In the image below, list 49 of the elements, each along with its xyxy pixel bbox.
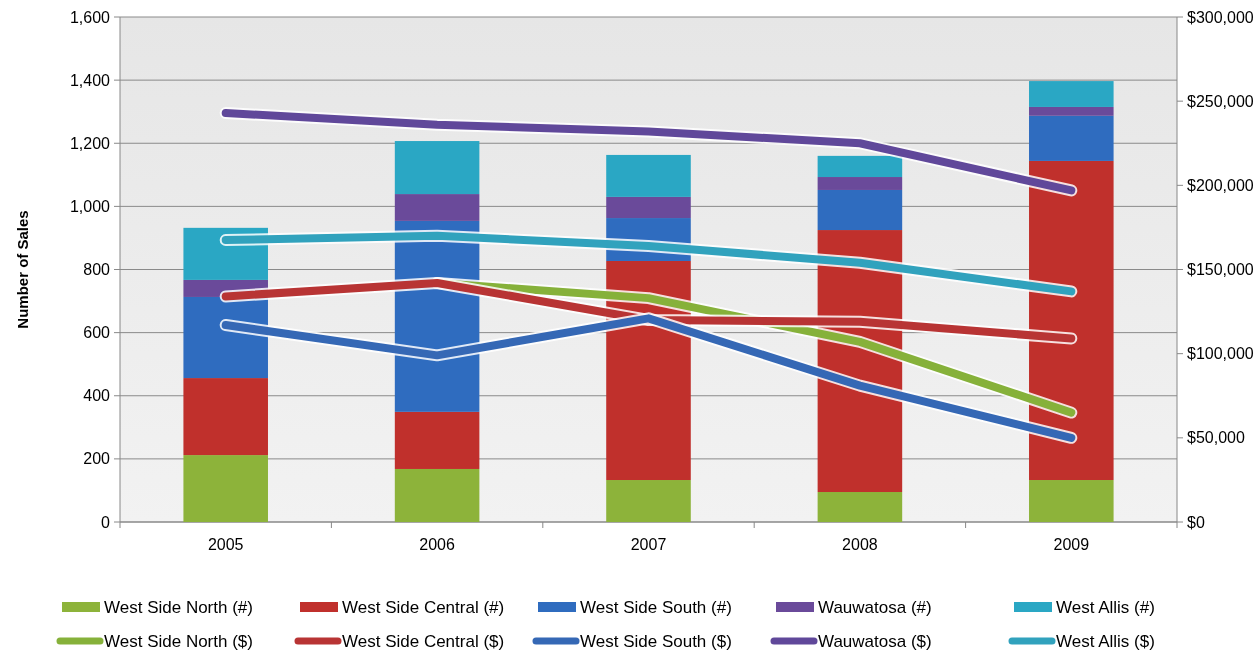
x-tick-label: 2009 — [1053, 536, 1090, 553]
bar — [817, 177, 903, 190]
y-tick-label: 600 — [83, 324, 111, 342]
x-tick-label: 2008 — [842, 536, 878, 553]
bar — [1029, 480, 1114, 522]
bar — [1029, 106, 1114, 116]
y2-tick-label: $100,000 — [1187, 345, 1254, 363]
y-axis-title: Number of Sales — [14, 210, 31, 329]
y-tick-label: 200 — [83, 450, 111, 468]
bar — [394, 411, 480, 469]
legend-label: Wauwatosa ($) — [818, 631, 932, 651]
y-tick-label: 1,400 — [69, 71, 111, 89]
bar — [394, 468, 480, 522]
bar — [394, 141, 480, 195]
y2-tick-label: $300,000 — [1187, 8, 1254, 26]
y-tick-label: 1,200 — [69, 134, 111, 152]
y2-tick-label: $0 — [1187, 513, 1205, 531]
y2-tick-label: $150,000 — [1187, 261, 1254, 279]
y-tick-label: 0 — [101, 513, 111, 531]
legend-label: West Side South (#) — [580, 597, 732, 617]
bar — [1029, 115, 1114, 161]
legend-label: West Side Central ($) — [342, 631, 505, 651]
bar — [817, 492, 903, 522]
legend-label: West Allis (#) — [1056, 597, 1155, 617]
legend-label: Wauwatosa (#) — [818, 597, 932, 617]
y-tick-label: 1,000 — [69, 197, 111, 215]
bar — [183, 378, 268, 456]
bar — [183, 455, 268, 522]
bar — [606, 480, 691, 522]
bar — [606, 154, 691, 197]
x-tick-label: 2006 — [419, 536, 455, 553]
x-tick-label: 2007 — [630, 536, 667, 553]
y2-tick-label: $200,000 — [1187, 176, 1254, 194]
y-tick-label: 800 — [83, 261, 111, 279]
x-tick-label: 2005 — [207, 536, 244, 553]
y2-tick-label: $50,000 — [1187, 429, 1245, 447]
legend-label: West Side North (#) — [104, 597, 253, 617]
bar — [817, 155, 903, 178]
bar — [394, 194, 480, 221]
y-tick-label: 400 — [83, 387, 111, 405]
legend-label: West Side North ($) — [104, 631, 253, 651]
y-tick-label: 1,600 — [69, 8, 111, 26]
legend-label: West Side South ($) — [580, 631, 732, 651]
legend-label: West Allis ($) — [1056, 631, 1155, 651]
y2-tick-label: $250,000 — [1187, 92, 1254, 110]
bar — [606, 196, 691, 219]
legend-label: West Side Central (#) — [342, 597, 505, 617]
bar — [1029, 81, 1114, 107]
bar — [817, 189, 903, 231]
